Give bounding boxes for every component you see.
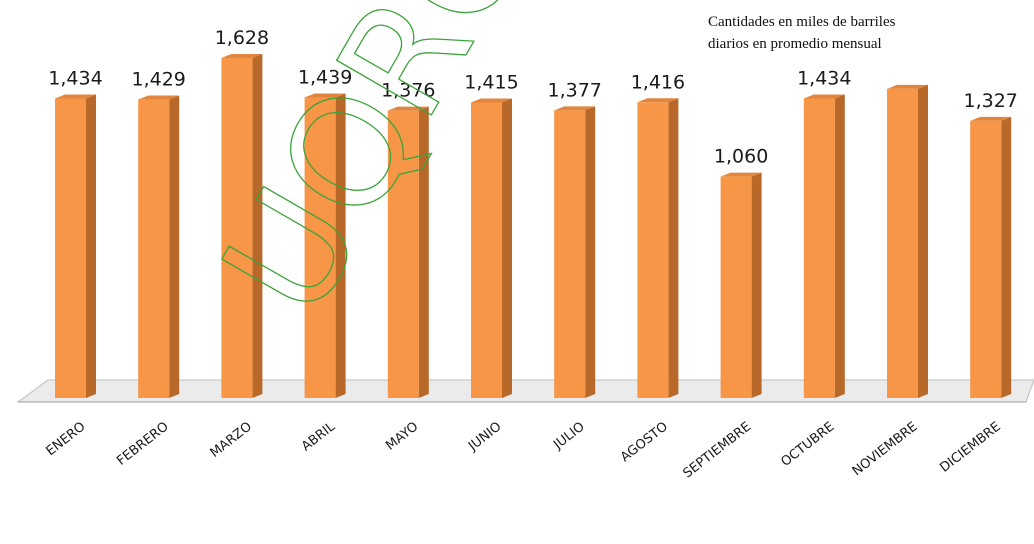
bar-side — [252, 54, 263, 398]
bar-top — [720, 172, 762, 177]
data-label: 1,628 — [215, 27, 269, 49]
category-label: ENERO — [43, 419, 88, 459]
data-label: 1,060 — [714, 146, 768, 168]
bar — [803, 94, 845, 399]
bar-top — [803, 94, 845, 99]
bar — [887, 84, 928, 398]
bar — [554, 106, 596, 398]
bar-front — [387, 110, 419, 398]
bar-side — [502, 98, 512, 398]
category-label: OCTUBRE — [778, 419, 837, 470]
bar-top — [138, 95, 180, 100]
bar-top — [55, 94, 96, 99]
data-label: 1,416 — [631, 71, 685, 93]
bar-front — [637, 102, 669, 399]
annotation-line-1: Cantidades en miles de barriles — [708, 14, 896, 30]
data-label: 1,429 — [131, 69, 185, 91]
category-label: DICIEMBRE — [937, 419, 1003, 475]
data-label: 1,377 — [547, 79, 601, 101]
bar-side — [335, 93, 346, 398]
data-label: 1,434 — [797, 68, 851, 90]
bar-front — [55, 98, 86, 399]
bar-front — [803, 98, 835, 399]
annotation-note: Cantidades en miles de barriles diarios … — [708, 14, 899, 52]
category-label: JUNIO — [465, 419, 504, 454]
bar-top — [387, 106, 429, 111]
bar-front — [304, 97, 336, 398]
bar — [304, 93, 346, 398]
bar-top — [221, 54, 263, 58]
bar-front — [221, 58, 253, 398]
category-label: MARZO — [208, 419, 255, 461]
data-label: 1,434 — [48, 68, 102, 90]
bar-side — [668, 98, 679, 399]
bar-side — [1001, 116, 1012, 398]
data-label: 1,415 — [464, 71, 518, 93]
bar-side — [585, 106, 596, 398]
bar-side — [751, 172, 762, 398]
bar-top — [304, 93, 346, 98]
category-label: MAYO — [383, 419, 421, 453]
data-label: 1,376 — [381, 80, 435, 102]
chart-floor — [16, 379, 1034, 403]
bar-front — [471, 102, 502, 398]
data-labels-group: 1,434 1,429 1,628 1,439 1,376 1,415 1,377 1,416… — [48, 27, 1018, 168]
bar-side — [169, 95, 180, 399]
category-label: SEPTIEMBRE — [680, 419, 754, 481]
bar-side — [418, 106, 429, 398]
annotation-line-2: diarios en promedio mensual — [708, 36, 882, 52]
bar — [471, 98, 512, 398]
bar-top — [887, 84, 928, 89]
bar-front — [554, 110, 586, 398]
bar-front — [970, 120, 1002, 398]
bar-top — [970, 116, 1012, 121]
bar — [720, 172, 762, 398]
category-label: AGOSTO — [618, 419, 671, 465]
category-label: JULIO — [550, 419, 587, 453]
bar — [221, 54, 263, 398]
data-label: 1,439 — [298, 66, 352, 88]
category-label: FEBRERO — [114, 419, 171, 468]
bar — [55, 94, 96, 399]
bar-side — [918, 84, 928, 398]
category-label: ABRIL — [299, 419, 339, 455]
bar-front — [887, 88, 918, 398]
bar-top — [637, 98, 679, 103]
bar — [387, 106, 429, 398]
bar — [138, 95, 180, 399]
bars-group — [55, 54, 1012, 399]
bar — [637, 98, 679, 399]
bar-front — [720, 176, 752, 398]
bar-top — [554, 106, 596, 111]
bar-top — [471, 98, 512, 103]
bar — [970, 116, 1012, 398]
category-label: NOVIEMBRE — [850, 419, 921, 479]
category-labels-group: ENERO FEBRERO MARZO ABRIL MAYO JUNIO JULIO AGOS… — [43, 419, 1003, 482]
bar-side — [86, 94, 96, 399]
bar-front — [138, 99, 170, 399]
data-label: 1,327 — [963, 90, 1017, 112]
bar-side — [834, 94, 845, 399]
